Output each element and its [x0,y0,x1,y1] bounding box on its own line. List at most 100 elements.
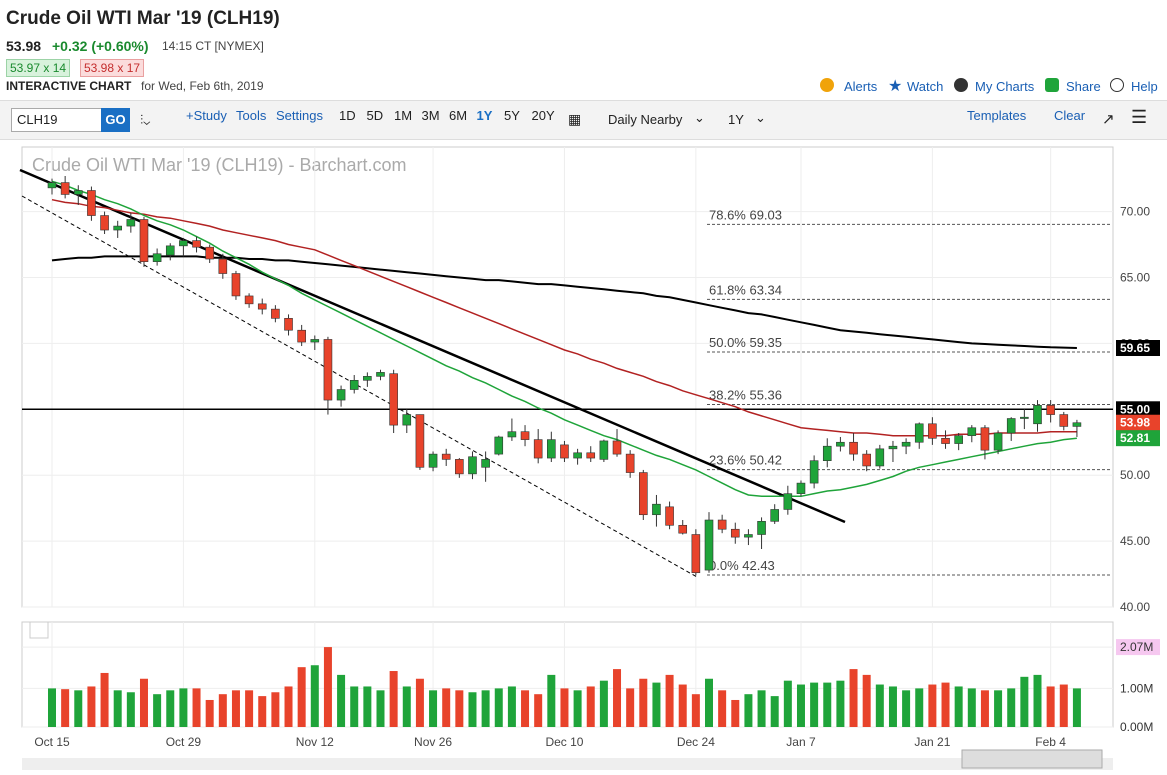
candle-body [901,441,911,447]
candle-body [323,339,333,401]
mycharts-link[interactable]: My Charts [975,79,1035,94]
volume-bar [1020,676,1029,727]
fib-label: 23.6% 50.42 [709,453,782,468]
volume-bar [928,684,937,727]
clear-button[interactable]: Clear [1054,108,1086,123]
period-button[interactable]: 5Y [504,108,520,123]
volume-bar [678,684,687,727]
volume-bar [284,686,293,727]
candle-body [625,453,635,473]
period-button[interactable]: 1D [339,108,356,123]
candle-body [888,445,898,450]
fib-label: 50.0% 59.35 [709,335,782,350]
volume-bar [245,690,254,727]
volume-bar [323,647,332,727]
scrollbar[interactable] [22,758,1113,770]
candle-body [363,376,372,381]
chart-type-button[interactable]: ⫶⌄ [140,112,151,127]
volume-bar [613,669,622,727]
tools-button[interactable]: Tools [236,108,267,123]
candle-body [455,459,464,475]
study-button[interactable]: +Study [186,108,227,123]
volume-tick-label: 2.07M [1120,640,1153,654]
menu-button[interactable]: ☰ [1131,107,1148,127]
volume-bar [560,688,569,727]
candle-body [494,436,504,455]
title: Crude Oil WTI Mar '19 (CLH19) [6,8,280,29]
volume-bar [1072,688,1081,727]
candle-body [744,534,753,538]
share-link[interactable]: Share [1066,79,1101,94]
period-button[interactable]: 3M [421,108,440,123]
x-tick-label: Dec 10 [545,735,583,749]
candle-body [441,453,451,460]
go-button[interactable]: GO [101,108,130,132]
candle-body [954,435,963,444]
price-label: 52.81 [1120,431,1150,445]
symbol-input[interactable]: CLH19 [11,108,106,132]
price-label: 53.98 [1120,416,1150,430]
volume-bar [823,682,832,727]
volume-bar [1033,674,1042,727]
watch-link[interactable]: Watch [907,79,944,94]
candle-body [691,534,701,574]
candle-body [1059,414,1069,427]
period-button[interactable]: 1Y [476,108,493,123]
candle-body [520,431,530,440]
volume-bar [363,686,372,727]
templates-button[interactable]: Templates [967,108,1027,123]
volume-label-bg [1116,639,1160,656]
draw-tool[interactable]: ↗ [1102,111,1115,128]
volume-bar [389,671,398,727]
volume-bar [179,688,188,727]
scroll-thumb[interactable] [961,749,1103,769]
candle-body [468,456,477,475]
candle-body [139,219,149,262]
period-button[interactable]: 5D [366,108,384,123]
fib-label: 61.8% 63.34 [709,282,782,297]
volume-bar [1046,686,1055,727]
candle-body [100,215,109,231]
candle-body [192,240,201,248]
volume-bar [231,690,240,727]
calendar-icon[interactable]: ▦ [568,111,582,127]
volume-bar [153,694,162,727]
aggregation-select[interactable]: Daily Nearby [608,112,683,127]
candle-body [1072,422,1082,427]
volume-bar [402,686,411,727]
watermark: Crude Oil WTI Mar '19 (CLH19) - Barchart… [32,155,407,175]
alerts-link[interactable]: Alerts [844,79,878,94]
volume-bar [139,678,148,727]
period-button[interactable]: 20Y [531,108,555,123]
volume-bar [455,690,464,727]
candle-body [1046,405,1055,415]
settings-button[interactable]: Settings [276,108,323,123]
y-tick-label: 65.00 [1120,270,1150,284]
collapse-button[interactable] [29,621,49,639]
volume-bar [586,686,595,727]
range-select[interactable]: 1Y [728,112,744,127]
volume-bar [757,690,766,727]
volume-bar [415,678,424,727]
volume-bar [639,678,648,727]
help-link[interactable]: Help [1131,79,1158,94]
x-tick-label: Oct 29 [166,735,202,749]
candle-body [113,225,122,231]
candle-body [928,423,937,439]
period-button[interactable]: 1M [394,108,413,123]
volume-bar [954,686,963,727]
volume-bar [902,690,911,727]
candle-body [257,303,267,310]
volume-tick-label: 1.00M [1120,681,1153,695]
candle-body [849,441,858,455]
candle-body [205,246,214,260]
volume-bar [836,680,845,727]
moving-average [51,180,1077,498]
volume-bar [310,665,319,727]
volume-bar [691,694,700,727]
volume-bar [652,682,661,727]
period-button[interactable]: 6M [449,108,468,123]
volume-bar [849,669,858,727]
volume-bar [442,688,451,727]
volume-bar [770,696,779,727]
